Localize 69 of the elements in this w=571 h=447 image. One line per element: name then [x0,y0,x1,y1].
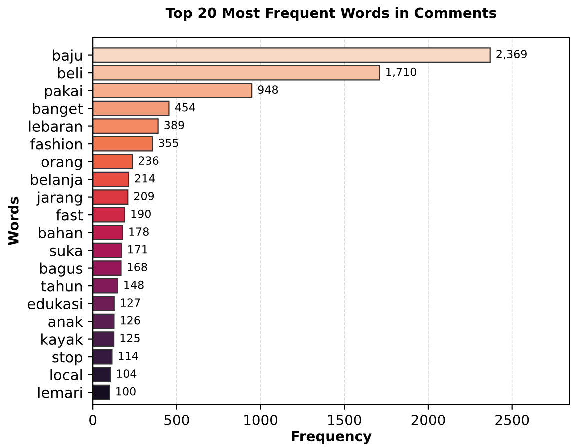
y-tick-label: banget [33,103,83,118]
y-tick-label: orang [42,159,82,170]
data-label: 104 [117,370,137,378]
data-label: 214 [135,174,156,183]
x-tick-label: 1500 [328,414,362,426]
y-tick-label: anak [48,316,84,328]
data-label: 355 [159,138,178,148]
y-tick-label: kayak [42,334,84,348]
y-axis-title: Words [8,197,19,246]
data-label: 114 [118,352,138,360]
bar [93,154,134,170]
bar [93,190,129,205]
data-label: 190 [132,210,151,218]
y-tick-label: pakai [45,85,82,100]
y-tick-label: baju [53,50,82,64]
data-label: 168 [128,263,148,272]
bar [93,332,115,347]
bar [93,207,126,223]
bar [93,225,124,240]
y-tick-label: lebaran [29,120,82,132]
bar [93,367,112,382]
bar [93,242,122,258]
y-tick-label: bahan [39,227,82,239]
y-tick-label: tahun [41,280,82,292]
data-label: 126 [120,316,140,325]
bar [93,118,159,134]
bar [93,100,170,116]
y-tick-label: stop [52,352,83,366]
chart-title: Top 20 Most Frequent Words in Comments [166,8,496,21]
data-label: 178 [130,228,149,236]
bar [93,278,118,294]
y-tick-label: jarang [36,192,82,206]
data-label: 454 [175,104,196,112]
bar [93,260,122,276]
y-tick-label: fashion [30,138,82,150]
bar [93,384,110,400]
y-tick-label: bagus [40,262,83,277]
data-label: 236 [139,156,159,166]
data-label: 125 [120,334,140,343]
bar [93,48,491,63]
bar [93,349,113,365]
data-label: 171 [128,246,148,254]
x-tick-label: 2000 [412,414,446,426]
y-tick-label: belanja [31,174,82,188]
y-tick-label: beli [58,68,82,79]
bar [93,314,115,330]
x-tick-label: 500 [164,414,190,426]
bar [93,172,130,188]
data-label: 1,710 [386,68,416,78]
bar [93,83,253,98]
y-tick-label: edukasi [28,298,82,310]
bar [93,136,154,152]
bar [93,65,380,81]
x-tick-label: 2500 [496,414,530,426]
x-axis-title: Frequency [292,431,372,444]
bar [93,296,115,312]
y-tick-label: lemari [38,387,82,398]
data-label: 127 [121,298,140,307]
data-label: 100 [116,387,136,396]
x-tick-label: 1000 [244,414,278,426]
data-label: 948 [258,86,278,94]
y-tick-label: fast [56,210,84,221]
y-tick-label: suka [50,245,82,256]
data-label: 2,369 [496,50,527,60]
data-label: 148 [124,280,144,290]
x-tick-label: 0 [90,414,97,426]
data-label: 389 [164,121,184,130]
y-tick-label: local [50,369,82,381]
data-label: 209 [134,192,154,201]
